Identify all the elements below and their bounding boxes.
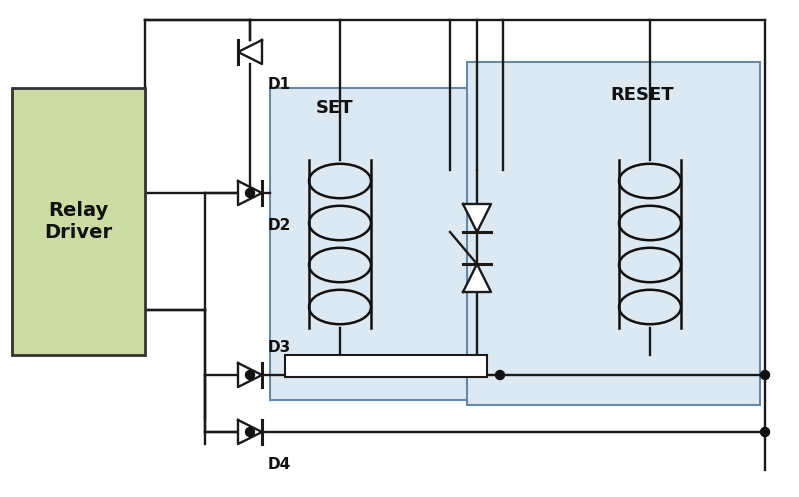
Bar	[467, 62, 760, 405]
Polygon shape	[238, 181, 262, 205]
Polygon shape	[238, 40, 262, 64]
Circle shape	[245, 427, 255, 436]
Text: D4: D4	[268, 457, 292, 472]
Bar	[270, 88, 502, 400]
Polygon shape	[238, 420, 262, 444]
Circle shape	[761, 427, 769, 436]
Bar	[12, 88, 145, 355]
Polygon shape	[238, 363, 262, 387]
Polygon shape	[463, 264, 491, 292]
Text: Relay
Driver: Relay Driver	[45, 201, 113, 242]
Circle shape	[245, 188, 255, 197]
Text: D3: D3	[268, 339, 292, 354]
Text: SET: SET	[316, 99, 354, 117]
Circle shape	[245, 370, 255, 380]
Circle shape	[495, 370, 504, 380]
Circle shape	[761, 370, 769, 380]
Text: RESET: RESET	[610, 86, 674, 104]
Bar	[285, 355, 487, 377]
Text: D2: D2	[268, 218, 292, 233]
Text: D1: D1	[268, 77, 291, 91]
Polygon shape	[463, 204, 491, 232]
